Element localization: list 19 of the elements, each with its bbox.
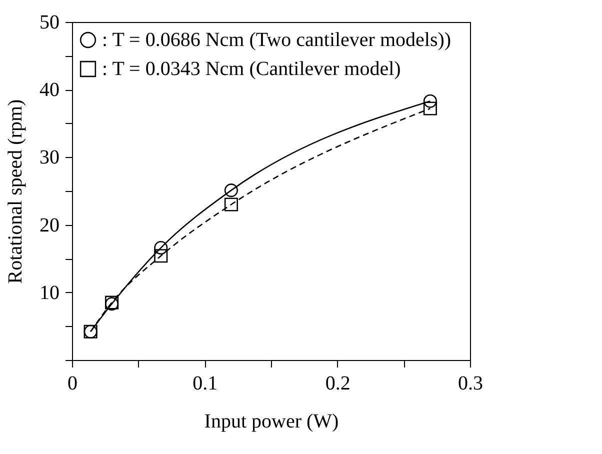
y-tick-label: 20 <box>40 214 60 236</box>
point <box>154 241 168 255</box>
y-tick-label: 30 <box>40 146 60 169</box>
y-tick-label: 40 <box>40 79 60 102</box>
x-axis-title: Input power (W) <box>204 410 339 432</box>
y-axis-title: Rotational speed (rpm) <box>4 99 26 284</box>
point <box>154 249 168 263</box>
legend-label: : T = 0.0686 Ncm (Two cantilever models)) <box>102 29 452 51</box>
x-tick-label: 0.1 <box>192 372 218 394</box>
point <box>423 102 437 116</box>
y-tick-label: 50 <box>40 12 60 34</box>
x-tick-label: 0.2 <box>325 372 350 394</box>
x-tick-label: 0 <box>68 372 78 394</box>
point <box>224 198 238 212</box>
x-tick-label: 0.3 <box>458 372 483 394</box>
point <box>423 94 437 108</box>
legend-label: : T = 0.0343 Ncm (Cantilever model) <box>102 58 401 80</box>
y-tick-label: 10 <box>40 282 60 304</box>
point <box>224 184 238 198</box>
